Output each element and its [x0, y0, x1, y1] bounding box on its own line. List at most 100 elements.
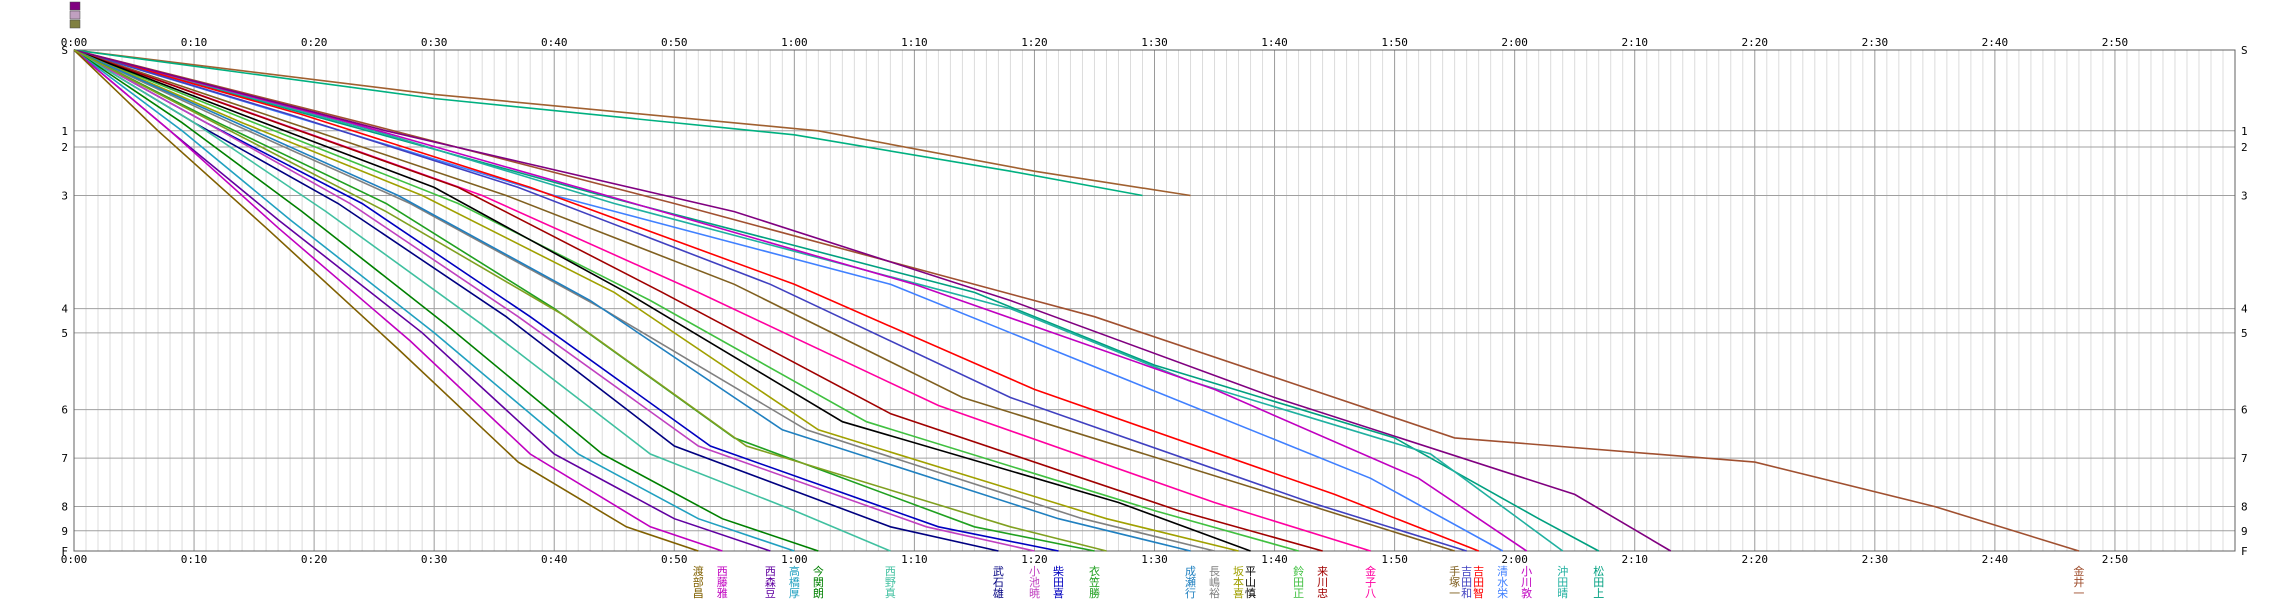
checkpoint-label: F — [61, 545, 68, 558]
checkpoint-label: 1 — [2241, 125, 2248, 138]
runner-name-label: 高橋厚 — [789, 564, 800, 600]
series-line — [73, 49, 891, 552]
series-line — [73, 49, 1299, 552]
series-lines — [73, 49, 2080, 552]
x-tick-label: 2:50 — [2102, 553, 2129, 566]
checkpoint-label: 2 — [2241, 141, 2248, 154]
x-tick-label: 0:20 — [301, 36, 328, 49]
series-line — [73, 49, 1239, 552]
checkpoint-label: 6 — [2241, 404, 2248, 417]
legend-swatch — [69, 19, 81, 29]
series-line — [73, 49, 1191, 552]
x-tick-label: 2:50 — [2102, 36, 2129, 49]
runner-name-label: 成瀬行 — [1185, 565, 1196, 600]
x-tick-label: 0:50 — [661, 553, 688, 566]
runner-name-label: 柴田喜 — [1053, 564, 1064, 600]
x-tick-label: 0:00 — [61, 36, 88, 49]
checkpoint-label: 3 — [2241, 189, 2248, 202]
runner-name-label: 西森豆 — [765, 565, 776, 600]
plot-frame — [73, 49, 2236, 552]
series-line — [73, 49, 1600, 552]
series-line — [73, 49, 1035, 552]
legend-swatch — [69, 1, 81, 11]
runner-name-label: 今関朗 — [813, 564, 824, 600]
x-tick-label: 2:00 — [1501, 36, 1528, 49]
x-tick-label: 1:10 — [901, 553, 928, 566]
x-tick-label: 0:10 — [181, 36, 208, 49]
checkpoint-label: 4 — [61, 303, 68, 316]
x-tick-label: 1:50 — [1381, 36, 1408, 49]
runner-name-label: 衣笠勝 — [1089, 564, 1100, 600]
series-line — [73, 49, 1191, 197]
checkpoint-label: 3 — [61, 189, 68, 202]
x-tick-label: 2:20 — [1742, 36, 1769, 49]
series-line — [73, 49, 723, 552]
series-line — [73, 49, 1479, 552]
x-tick-label: 1:10 — [901, 36, 928, 49]
x-tick-label: 2:40 — [1982, 553, 2009, 566]
x-tick-label: 0:20 — [301, 553, 328, 566]
x-tick-label: 0:50 — [661, 36, 688, 49]
x-tick-label: 0:10 — [181, 553, 208, 566]
runner-name-label: 来川忠 — [1317, 565, 1328, 600]
x-tick-label: 1:40 — [1261, 553, 1288, 566]
checkpoint-label: S — [2241, 44, 2248, 57]
grid — [73, 49, 2236, 552]
x-tick-label: 0:40 — [541, 36, 568, 49]
x-tick-label: 1:00 — [781, 36, 808, 49]
x-tick-labels-top: 0:00 0:10 0:20 0:30 0:40 0:50 1:00 1:10 1:20 1:30… — [61, 36, 2128, 49]
series-line — [73, 49, 1528, 552]
legend-swatches — [69, 1, 81, 29]
x-tick-label: 2:10 — [1621, 553, 1648, 566]
series-line — [73, 49, 795, 552]
checkpoint-label: 2 — [61, 141, 68, 154]
runner-name-label: 坂本喜 — [1233, 565, 1244, 600]
series-line — [73, 49, 1251, 552]
runner-name-label: 小川敦 — [1521, 565, 1532, 600]
runner-name-label: 武石雄 — [993, 565, 1004, 600]
runner-name-label: 沖田晴 — [1557, 565, 1568, 600]
x-tick-labels-bottom: 0:00 0:10 0:20 0:30 0:40 0:50 1:00 1:10 1:20 1:30… — [61, 553, 2128, 566]
series-line — [73, 49, 819, 552]
runner-name-label: 西野真 — [885, 565, 896, 600]
x-tick-label: 2:40 — [1982, 36, 2009, 49]
runner-name-label: 鈴田正 — [1293, 564, 1304, 600]
runner-name-label: 吉田智 — [1473, 565, 1484, 600]
runner-name-label: 長嶋裕 — [1209, 565, 1220, 600]
x-tick-label: 1:20 — [1021, 553, 1048, 566]
runner-name-label: 清水栄 — [1497, 565, 1508, 600]
series-line — [73, 49, 1323, 552]
x-tick-label: 2:20 — [1742, 553, 1769, 566]
series-line — [73, 49, 1467, 552]
checkpoint-label: 4 — [2241, 303, 2248, 316]
series-line — [73, 49, 1143, 197]
runner-name-label: 小池暁 — [1029, 565, 1040, 600]
x-tick-label: 1:40 — [1261, 36, 1288, 49]
runner-name-label: 手塚一 — [1449, 564, 1460, 600]
x-tick-label: 0:30 — [421, 36, 448, 49]
x-tick-label: 2:30 — [1862, 553, 1889, 566]
series-line — [73, 49, 999, 552]
x-tick-label: 0:40 — [541, 553, 568, 566]
x-tick-label: 1:20 — [1021, 36, 1048, 49]
runner-name-label: 金井一 — [2073, 564, 2084, 600]
series-line — [73, 49, 2080, 552]
series-line — [73, 49, 1107, 552]
checkpoint-label: 1 — [61, 125, 68, 138]
runner-name-label: 平山慎 — [1245, 565, 1256, 600]
checkpoint-label: 6 — [61, 404, 68, 417]
x-tick-label: 2:10 — [1621, 36, 1648, 49]
series-line — [73, 49, 699, 552]
legend-swatch — [69, 10, 81, 20]
runner-name-label: 西藤雅 — [717, 565, 728, 600]
checkpoint-label: 5 — [2241, 327, 2248, 340]
checkpoint-label: 5 — [61, 327, 68, 340]
checkpoint-label: S — [61, 44, 68, 57]
x-tick-label: 1:50 — [1381, 553, 1408, 566]
checkpoint-label: 8 — [61, 501, 68, 514]
series-line — [73, 49, 1504, 552]
checkpoint-label: 9 — [61, 525, 68, 538]
runner-name-label: 吉田和 — [1461, 565, 1472, 600]
